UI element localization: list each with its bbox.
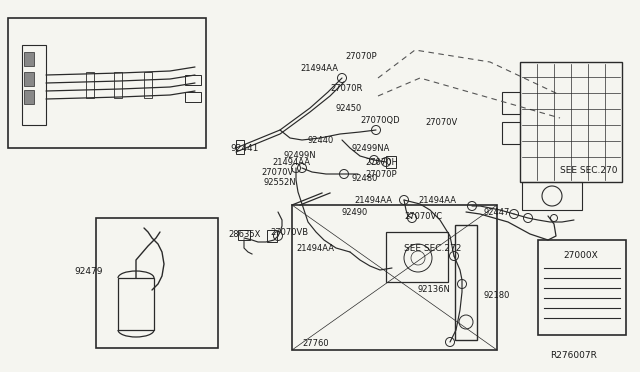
Bar: [24, 52, 34, 66]
Bar: [144, 72, 152, 98]
Bar: [386, 156, 396, 168]
Bar: [118, 278, 154, 330]
Text: 27070V: 27070V: [425, 118, 457, 126]
Bar: [22, 45, 46, 125]
Bar: [114, 72, 122, 98]
Text: 27070QD: 27070QD: [360, 115, 399, 125]
Bar: [455, 225, 477, 340]
Bar: [86, 72, 94, 98]
Text: 27070P: 27070P: [345, 51, 376, 61]
Bar: [185, 92, 201, 102]
Bar: [238, 230, 250, 240]
Text: 27760: 27760: [302, 340, 328, 349]
Bar: [538, 240, 626, 335]
Text: SEE SEC.270: SEE SEC.270: [560, 166, 618, 174]
Bar: [236, 140, 244, 154]
Text: 92447: 92447: [484, 208, 510, 217]
Text: R276007R: R276007R: [550, 352, 597, 360]
Text: 21494AA: 21494AA: [300, 64, 338, 73]
Text: 92440: 92440: [308, 135, 334, 144]
Bar: [267, 230, 277, 242]
Text: 92499N: 92499N: [284, 151, 317, 160]
Text: 21494AA: 21494AA: [354, 196, 392, 205]
Bar: [386, 232, 448, 282]
Text: 21494AA: 21494AA: [418, 196, 456, 205]
Text: 27070VC: 27070VC: [404, 212, 442, 221]
Text: 92480: 92480: [352, 173, 378, 183]
Bar: [8, 18, 206, 148]
Bar: [96, 218, 218, 348]
Bar: [502, 92, 520, 114]
Text: 92441: 92441: [230, 144, 259, 153]
Text: 92450: 92450: [335, 103, 361, 112]
Text: 92552N: 92552N: [263, 177, 296, 186]
Text: 21494AA: 21494AA: [272, 157, 310, 167]
Bar: [24, 72, 34, 86]
Text: 27070R: 27070R: [330, 83, 362, 93]
Text: 92180: 92180: [484, 291, 510, 299]
Bar: [24, 90, 34, 104]
Text: 27070V: 27070V: [261, 167, 293, 176]
Bar: [185, 75, 201, 85]
Bar: [520, 62, 622, 182]
Text: 27070H: 27070H: [365, 157, 398, 167]
Bar: [292, 205, 497, 350]
Text: 28635X: 28635X: [228, 230, 260, 238]
Text: 92490: 92490: [341, 208, 367, 217]
Text: 27070P: 27070P: [365, 170, 397, 179]
Text: 92479: 92479: [74, 267, 102, 276]
Bar: [522, 182, 582, 210]
Text: SEE SEC.272: SEE SEC.272: [404, 244, 461, 253]
Text: 27070VB: 27070VB: [270, 228, 308, 237]
Text: 92136N: 92136N: [418, 285, 451, 295]
Text: 21494AA: 21494AA: [296, 244, 334, 253]
Text: 27000X: 27000X: [563, 251, 598, 260]
Text: 92499NA: 92499NA: [352, 144, 390, 153]
Bar: [502, 122, 520, 144]
